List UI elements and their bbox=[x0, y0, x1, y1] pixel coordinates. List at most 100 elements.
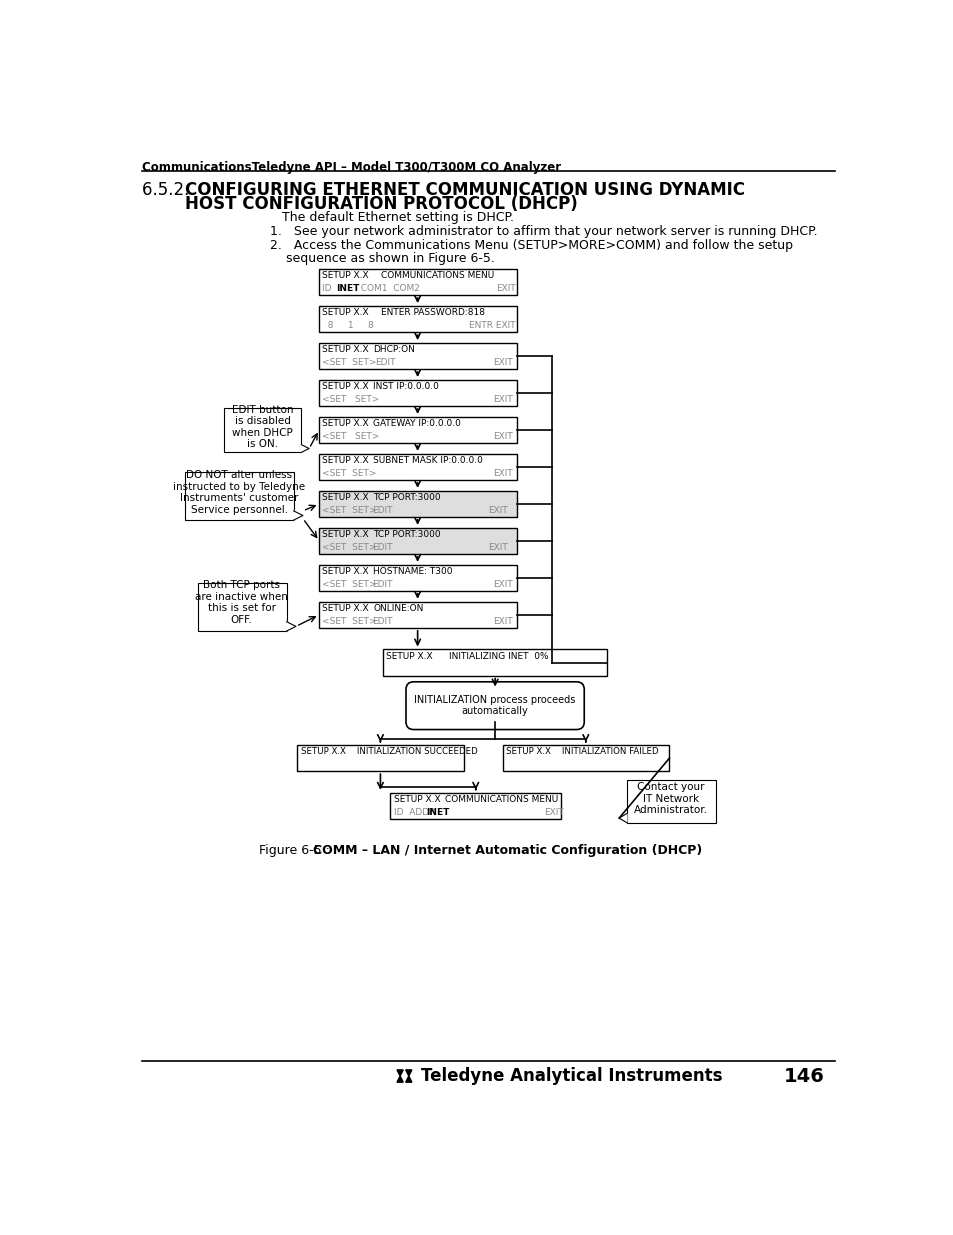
Bar bbox=[319, 417, 517, 443]
Bar bbox=[382, 650, 607, 676]
Text: SETUP X.X: SETUP X.X bbox=[322, 493, 369, 503]
Text: <SET  SET>: <SET SET> bbox=[322, 579, 376, 589]
FancyBboxPatch shape bbox=[406, 682, 583, 730]
Text: SETUP X.X: SETUP X.X bbox=[322, 309, 369, 317]
Bar bbox=[319, 269, 517, 295]
Text: EXIT: EXIT bbox=[488, 505, 507, 515]
Text: CommunicationsTeledyne API – Model T300/T300M CO Analyzer: CommunicationsTeledyne API – Model T300/… bbox=[142, 162, 561, 174]
Text: INITIALIZING INET  0%: INITIALIZING INET 0% bbox=[448, 652, 548, 661]
Polygon shape bbox=[286, 621, 295, 631]
Text: COMMUNICATIONS MENU: COMMUNICATIONS MENU bbox=[444, 795, 558, 804]
Text: EDIT: EDIT bbox=[375, 358, 395, 367]
Text: 8     1     8: 8 1 8 bbox=[322, 321, 374, 330]
Text: HOST CONFIGURATION PROTOCOL (DHCP): HOST CONFIGURATION PROTOCOL (DHCP) bbox=[185, 195, 578, 214]
Text: EDIT button
is disabled
when DHCP
is ON.: EDIT button is disabled when DHCP is ON. bbox=[232, 405, 294, 450]
Text: SETUP X.X: SETUP X.X bbox=[322, 419, 369, 429]
Bar bbox=[319, 564, 517, 592]
Text: ONLINE:ON: ONLINE:ON bbox=[373, 604, 423, 613]
Bar bbox=[319, 454, 517, 480]
Text: SETUP X.X: SETUP X.X bbox=[322, 272, 369, 280]
Text: 146: 146 bbox=[782, 1067, 823, 1086]
Text: DO NOT alter unless
instructed to by Teledyne
Instruments' customer
Service pers: DO NOT alter unless instructed to by Tel… bbox=[173, 471, 305, 515]
Text: SETUP X.X    INITIALIZATION SUCCEEDED: SETUP X.X INITIALIZATION SUCCEEDED bbox=[300, 747, 476, 756]
Text: sequence as shown in Figure 6-5.: sequence as shown in Figure 6-5. bbox=[286, 252, 495, 266]
Text: EXIT: EXIT bbox=[488, 542, 507, 552]
Text: SUBNET MASK IP:0.0.0.0: SUBNET MASK IP:0.0.0.0 bbox=[373, 456, 483, 466]
Text: TCP PORT:3000: TCP PORT:3000 bbox=[373, 530, 440, 540]
Text: 1.   See your network administrator to affirm that your network server is runnin: 1. See your network administrator to aff… bbox=[270, 225, 817, 238]
Text: EDIT: EDIT bbox=[372, 616, 392, 626]
Bar bbox=[297, 745, 464, 771]
Text: <SET  SET>: <SET SET> bbox=[322, 542, 376, 552]
Text: <SET  SET>: <SET SET> bbox=[322, 505, 376, 515]
Text: <SET   SET>: <SET SET> bbox=[322, 395, 379, 404]
Bar bbox=[502, 745, 669, 771]
Text: TCP PORT:3000: TCP PORT:3000 bbox=[373, 493, 440, 503]
Text: ID: ID bbox=[322, 284, 337, 293]
Text: EXIT: EXIT bbox=[493, 616, 513, 626]
Text: ENTR EXIT: ENTR EXIT bbox=[468, 321, 515, 330]
Text: SETUP X.X: SETUP X.X bbox=[322, 567, 369, 576]
Text: EDIT: EDIT bbox=[372, 505, 392, 515]
Text: INST IP:0.0.0.0: INST IP:0.0.0.0 bbox=[373, 383, 439, 391]
Polygon shape bbox=[301, 445, 309, 452]
Text: EXIT: EXIT bbox=[493, 395, 513, 404]
Text: Teledyne Analytical Instruments: Teledyne Analytical Instruments bbox=[421, 1067, 722, 1086]
Bar bbox=[319, 490, 517, 517]
Text: SETUP X.X: SETUP X.X bbox=[322, 383, 369, 391]
Text: EXIT: EXIT bbox=[493, 469, 513, 478]
Text: <SET  SET>: <SET SET> bbox=[322, 358, 376, 367]
Text: EXIT: EXIT bbox=[543, 808, 563, 816]
Bar bbox=[197, 583, 286, 631]
Bar bbox=[224, 408, 301, 452]
Polygon shape bbox=[405, 1070, 412, 1076]
Polygon shape bbox=[396, 1070, 403, 1076]
Bar bbox=[319, 601, 517, 627]
Text: INET: INET bbox=[426, 808, 449, 816]
Text: SETUP X.X: SETUP X.X bbox=[322, 604, 369, 613]
Polygon shape bbox=[618, 814, 626, 823]
Polygon shape bbox=[294, 511, 303, 520]
Polygon shape bbox=[405, 1076, 412, 1082]
Text: EDIT: EDIT bbox=[372, 579, 392, 589]
Text: EXIT: EXIT bbox=[496, 284, 516, 293]
Text: Figure 6-5 :: Figure 6-5 : bbox=[258, 844, 334, 857]
Text: CONFIGURING ETHERNET COMMUNICATION USING DYNAMIC: CONFIGURING ETHERNET COMMUNICATION USING… bbox=[185, 182, 744, 199]
Text: <SET  SET>: <SET SET> bbox=[322, 616, 376, 626]
Text: The default Ethernet setting is DHCP.: The default Ethernet setting is DHCP. bbox=[282, 211, 514, 225]
Text: HOSTNAME: T300: HOSTNAME: T300 bbox=[373, 567, 453, 576]
Text: <SET  SET>: <SET SET> bbox=[322, 469, 376, 478]
Bar bbox=[185, 472, 294, 520]
Text: DHCP:ON: DHCP:ON bbox=[373, 346, 415, 354]
Bar bbox=[390, 793, 560, 819]
Bar bbox=[319, 527, 517, 555]
Text: SETUP X.X    INITIALIZATION FAILED: SETUP X.X INITIALIZATION FAILED bbox=[505, 747, 658, 756]
Text: EXIT: EXIT bbox=[493, 432, 513, 441]
Bar bbox=[319, 380, 517, 406]
Text: ENTER PASSWORD:818: ENTER PASSWORD:818 bbox=[381, 309, 485, 317]
Text: COMM – LAN / Internet Automatic Configuration (DHCP): COMM – LAN / Internet Automatic Configur… bbox=[313, 844, 701, 857]
Text: SETUP X.X: SETUP X.X bbox=[322, 530, 369, 540]
Text: EXIT: EXIT bbox=[493, 358, 513, 367]
Bar bbox=[626, 781, 716, 823]
Text: COM1  COM2: COM1 COM2 bbox=[355, 284, 419, 293]
Text: INITIALIZATION process proceeds
automatically: INITIALIZATION process proceeds automati… bbox=[414, 695, 576, 716]
Text: GATEWAY IP:0.0.0.0: GATEWAY IP:0.0.0.0 bbox=[373, 419, 461, 429]
Polygon shape bbox=[396, 1076, 403, 1082]
Text: ID  ADDR: ID ADDR bbox=[394, 808, 440, 816]
Text: SETUP X.X: SETUP X.X bbox=[394, 795, 439, 804]
Text: 2.   Access the Communications Menu (SETUP>MORE>COMM) and follow the setup: 2. Access the Communications Menu (SETUP… bbox=[270, 240, 793, 252]
Text: SETUP X.X: SETUP X.X bbox=[322, 346, 369, 354]
Text: COMMUNICATIONS MENU: COMMUNICATIONS MENU bbox=[381, 272, 494, 280]
Text: EDIT: EDIT bbox=[372, 542, 392, 552]
Bar bbox=[319, 306, 517, 332]
Text: <SET   SET>: <SET SET> bbox=[322, 432, 379, 441]
Text: SETUP X.X: SETUP X.X bbox=[385, 652, 432, 661]
Text: INET: INET bbox=[335, 284, 359, 293]
Text: 6.5.2.: 6.5.2. bbox=[142, 182, 195, 199]
Text: Contact your
IT Network
Administrator.: Contact your IT Network Administrator. bbox=[634, 782, 707, 815]
Text: SETUP X.X: SETUP X.X bbox=[322, 456, 369, 466]
Text: EXIT: EXIT bbox=[493, 579, 513, 589]
Text: Both TCP ports
are inactive when
this is set for
OFF.: Both TCP ports are inactive when this is… bbox=[195, 580, 288, 625]
Bar bbox=[319, 343, 517, 369]
